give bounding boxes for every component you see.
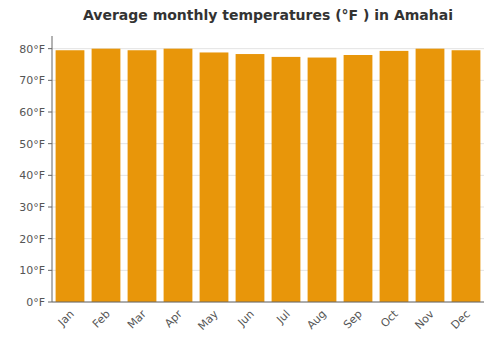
y-tick [48, 48, 52, 49]
y-tick-label: 60°F [19, 106, 45, 119]
x-axis-line [52, 302, 484, 303]
y-tick-label: 0°F [26, 296, 45, 309]
x-tick-label: Jul [273, 308, 292, 327]
y-tick [48, 175, 52, 176]
y-tick-label: 30°F [19, 201, 45, 214]
bar [128, 50, 157, 302]
x-axis: Jan Feb Mar Apr May Jun Jul Aug Sep Oct Nov Dec [52, 302, 484, 333]
bar [200, 52, 229, 302]
y-axis: 0°F 10°F 20°F 30°F 40°F 50°F 60°F 70°F 80°F [19, 36, 484, 309]
chart-container: Average monthly temperatures (°F ) in Am… [0, 0, 500, 350]
x-tick-label: Jan [55, 308, 77, 330]
bar [236, 54, 265, 302]
bar [380, 51, 409, 302]
bar [452, 50, 481, 302]
bar [272, 57, 301, 302]
y-tick [48, 302, 52, 303]
grid-line [52, 302, 484, 303]
x-tick-label: Aug [304, 308, 328, 332]
y-tick [48, 112, 52, 113]
bar [92, 49, 121, 302]
bar [56, 50, 85, 302]
y-tick [48, 80, 52, 81]
y-tick-label: 20°F [19, 233, 45, 246]
x-tick-label: Jun [235, 308, 257, 330]
y-tick-label: 10°F [19, 264, 45, 277]
bar [344, 55, 373, 302]
y-axis-line [52, 36, 53, 302]
x-tick-label: Mar [125, 307, 149, 331]
bars [56, 49, 481, 302]
x-tick-label: Nov [412, 307, 437, 332]
bar [164, 49, 193, 302]
y-tick-label: 80°F [19, 43, 45, 56]
x-tick-label: Apr [162, 307, 185, 330]
title: Average monthly temperatures (°F ) in Am… [83, 7, 453, 23]
bar [416, 49, 445, 302]
y-tick-label: 40°F [19, 169, 45, 182]
y-tick [48, 207, 52, 208]
y-tick [48, 143, 52, 144]
x-tick-label: Oct [378, 307, 401, 330]
y-tick-label: 70°F [19, 74, 45, 87]
y-tick-label: 50°F [19, 138, 45, 151]
x-tick-label: Dec [449, 308, 473, 332]
x-tick-label: May [196, 307, 222, 333]
x-tick-label: Sep [341, 308, 365, 332]
chart-svg: Average monthly temperatures (°F ) in Am… [0, 0, 500, 350]
y-tick [48, 270, 52, 271]
y-tick [48, 238, 52, 239]
x-tick-label: Feb [90, 308, 113, 331]
bar [308, 58, 337, 302]
